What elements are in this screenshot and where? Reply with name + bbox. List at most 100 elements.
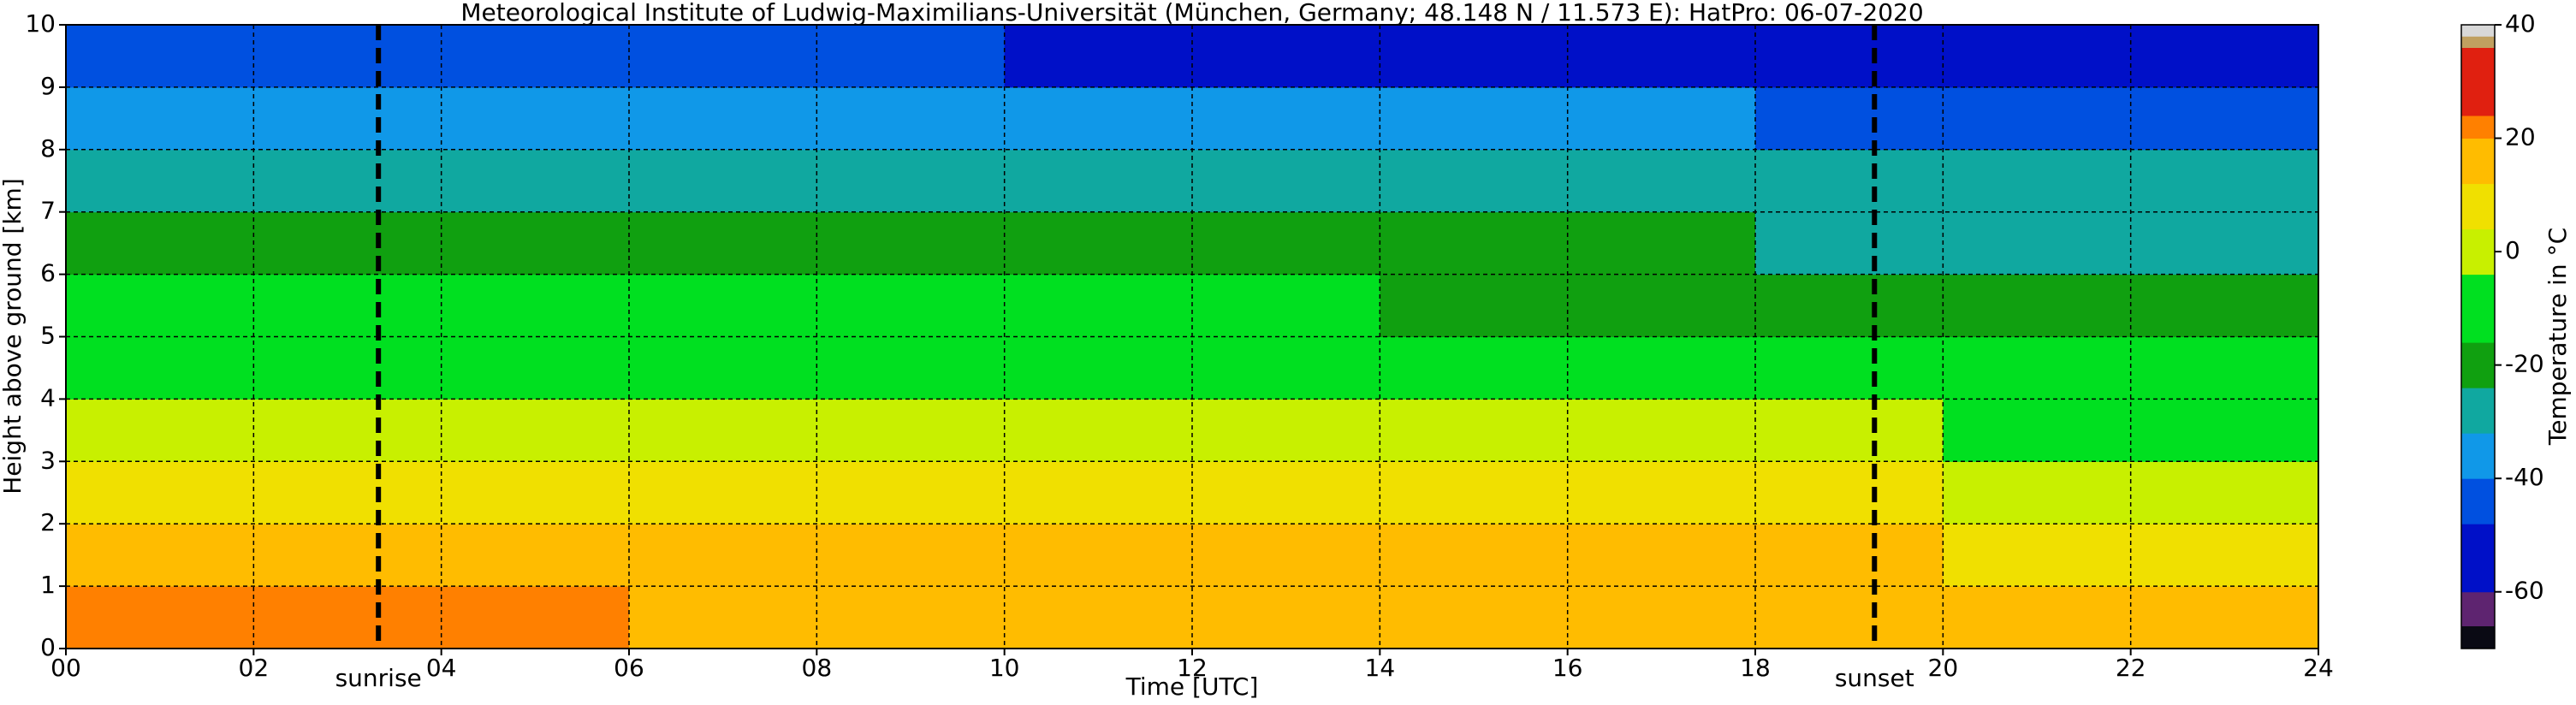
heat-cell — [1192, 524, 1380, 587]
heat-cell — [1755, 399, 1944, 462]
y-tick-label: 0 — [40, 633, 56, 661]
heat-cell — [1755, 274, 1944, 337]
y-axis-label: Height above ground [km] — [0, 178, 27, 495]
plot-frame — [65, 24, 2319, 649]
heat-cell — [816, 274, 1006, 337]
heat-cell — [1192, 25, 1380, 88]
event-label: sunrise — [335, 664, 422, 692]
heat-cell — [1380, 524, 1569, 587]
heat-cell — [1755, 461, 1944, 524]
heat-cell — [1192, 336, 1380, 400]
heat-cell — [816, 149, 1006, 213]
heat-cell — [66, 211, 254, 275]
heat-cell — [1004, 211, 1193, 275]
heat-cell — [1192, 586, 1380, 649]
heat-cell — [1380, 586, 1569, 649]
heat-cell — [1943, 211, 2132, 275]
heat-cell — [816, 524, 1006, 587]
heat-cell — [1004, 274, 1193, 337]
colorbar-segment — [2461, 388, 2495, 434]
heat-cell — [1943, 274, 2132, 337]
x-tick-label: 14 — [1365, 654, 1396, 682]
colorbar-tick-label: 20 — [2505, 123, 2536, 151]
heat-cell — [816, 211, 1006, 275]
colorbar-segment — [2461, 274, 2495, 343]
heat-cell — [629, 399, 817, 462]
colorbar-tick-label: -60 — [2505, 577, 2544, 605]
x-tick-label: 12 — [1177, 654, 1208, 682]
y-tick-label: 1 — [40, 571, 56, 599]
x-tick-label: 06 — [614, 654, 644, 682]
heat-cell — [2130, 86, 2319, 151]
heat-cell — [1004, 336, 1193, 400]
colorbar-segment — [2461, 591, 2495, 626]
heat-cell — [66, 461, 254, 524]
heat-cell — [816, 399, 1006, 462]
heat-cell — [2130, 399, 2319, 462]
x-tick-label: 22 — [2116, 654, 2146, 682]
heat-cell — [1004, 461, 1193, 524]
heat-cell — [253, 274, 442, 337]
heat-cell — [1567, 149, 1756, 213]
colorbar-segment — [2461, 138, 2495, 185]
heat-cell — [1567, 586, 1756, 649]
y-tick-label: 10 — [25, 9, 56, 38]
heat-cell — [253, 211, 442, 275]
heat-cell — [816, 25, 1006, 88]
heat-cell — [1192, 86, 1380, 151]
heat-cell — [253, 336, 442, 400]
heat-cell — [1192, 274, 1380, 337]
heat-cell — [629, 461, 817, 524]
heat-cell — [66, 149, 254, 213]
heat-cell — [1755, 86, 1944, 151]
y-tick-label: 4 — [40, 383, 56, 412]
heat-cell — [253, 524, 442, 587]
heat-cell — [629, 274, 817, 337]
y-tick-label: 8 — [40, 134, 56, 163]
colorbar-segment — [2461, 625, 2495, 649]
y-tick-label: 7 — [40, 197, 56, 225]
heat-cell — [1380, 336, 1569, 400]
y-tick-label: 3 — [40, 446, 56, 474]
colorbar-segment — [2461, 47, 2495, 116]
colorbar-tick-label: -40 — [2505, 463, 2544, 491]
heat-cell — [2130, 149, 2319, 213]
heat-cell — [441, 211, 630, 275]
heat-cell — [1943, 461, 2132, 524]
heat-cell — [629, 524, 817, 587]
colorbar-segment — [2461, 228, 2495, 275]
heat-cell — [1004, 25, 1193, 88]
heat-cell — [1567, 86, 1756, 151]
heat-cell — [1943, 25, 2132, 88]
heat-cell — [1004, 524, 1193, 587]
colorbar-segment — [2461, 36, 2495, 49]
heat-cell — [1380, 25, 1569, 88]
heat-cell — [1192, 461, 1380, 524]
y-tick-label: 5 — [40, 322, 56, 350]
heat-cell — [1567, 524, 1756, 587]
heat-cell — [253, 586, 442, 649]
heat-cell — [2130, 524, 2319, 587]
heat-cell — [253, 149, 442, 213]
heat-cell — [1755, 336, 1944, 400]
heat-cell — [629, 586, 817, 649]
heat-cell — [1380, 399, 1569, 462]
heat-cell — [441, 25, 630, 88]
heat-cell — [66, 86, 254, 151]
heat-cell — [253, 399, 442, 462]
x-tick-label: 20 — [1928, 654, 1959, 682]
heat-cell — [2130, 211, 2319, 275]
heat-cell — [441, 399, 630, 462]
heat-cell — [66, 25, 254, 88]
heat-cell — [66, 399, 254, 462]
heat-cell — [1192, 149, 1380, 213]
colorbar-tick-label: 40 — [2505, 9, 2536, 38]
heat-cell — [1004, 399, 1193, 462]
heat-cell — [1567, 211, 1756, 275]
colorbar-frame — [2460, 24, 2496, 649]
colorbar-tick-label: -20 — [2505, 350, 2544, 378]
heat-cell — [629, 149, 817, 213]
heat-cell — [816, 586, 1006, 649]
heat-cell — [1380, 274, 1569, 337]
heat-cell — [1567, 461, 1756, 524]
